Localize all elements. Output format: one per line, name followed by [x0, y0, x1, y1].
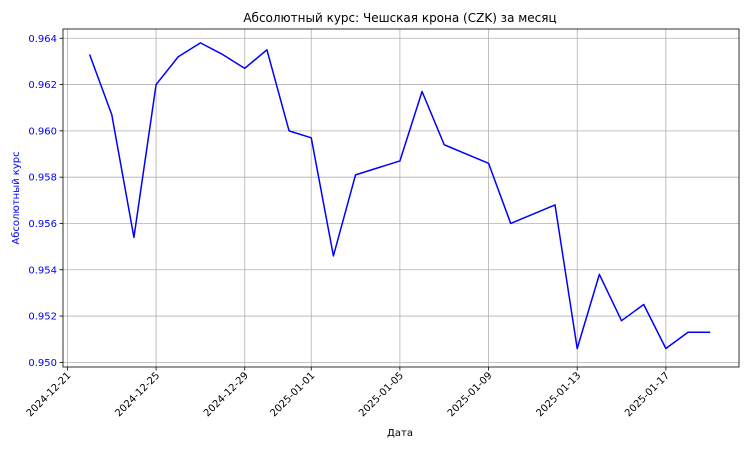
y-tick-label: 0.950	[28, 358, 57, 369]
grid-lines	[63, 29, 739, 367]
x-axis-label: Дата	[387, 428, 413, 439]
y-tick-label: 0.952	[28, 312, 57, 323]
y-tick-label: 0.954	[28, 265, 57, 276]
y-tick-label: 0.958	[28, 173, 57, 184]
series-line-czk	[88, 42, 711, 350]
y-axis-label: Абсолютный курс	[11, 151, 22, 244]
plot-frame	[62, 28, 740, 368]
series-layer	[88, 42, 711, 350]
chart-title: Абсолютный курс: Чешская крона (CZK) за …	[243, 11, 556, 25]
y-tick-label: 0.956	[28, 219, 57, 230]
y-tick-label: 0.960	[28, 126, 57, 137]
y-tick-label: 0.962	[28, 80, 57, 91]
y-axis-ticks: 0.950 0.952 0.954 0.956 0.958 0.960 0.962 0.964	[28, 34, 63, 369]
y-tick-label: 0.964	[28, 34, 57, 45]
